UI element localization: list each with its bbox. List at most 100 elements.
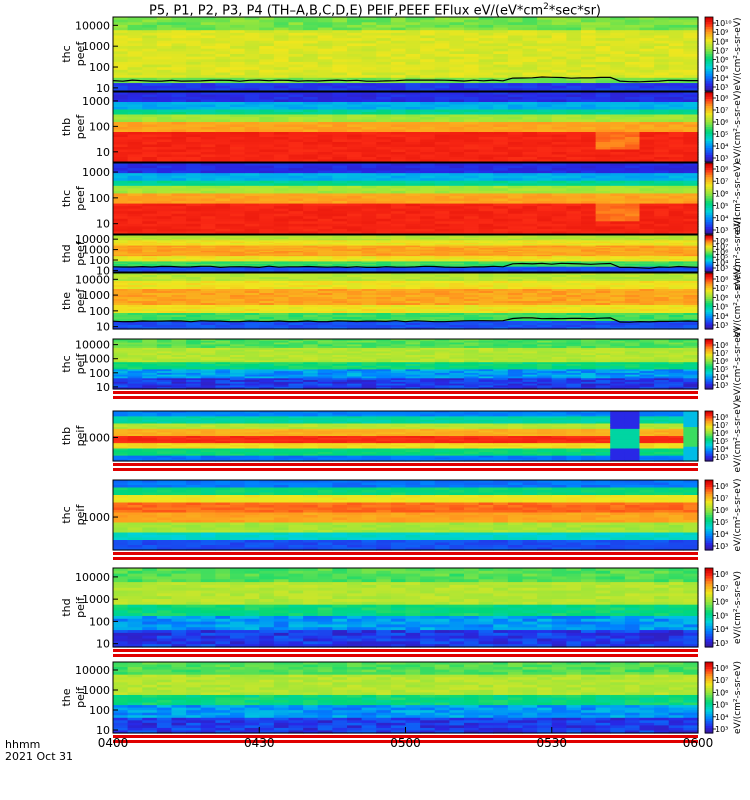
heatmap-cell xyxy=(683,77,699,82)
heatmap-cell xyxy=(288,249,304,252)
heatmap-cell xyxy=(230,22,246,26)
heatmap-cell xyxy=(639,114,655,118)
heatmap-cell xyxy=(434,178,450,182)
heatmap-cell xyxy=(449,238,465,241)
heatmap-cell xyxy=(683,117,699,121)
heatmap-cell xyxy=(376,149,392,153)
heatmap-cell xyxy=(215,17,231,21)
heatmap-cell xyxy=(273,268,290,270)
heatmap-cell xyxy=(376,237,392,240)
heatmap-cell xyxy=(683,256,699,259)
heatmap-cell xyxy=(566,99,582,103)
heatmap-cell xyxy=(361,246,377,249)
heatmap-cell xyxy=(551,159,567,163)
heatmap-cell xyxy=(113,327,129,330)
heatmap-cell xyxy=(551,127,567,131)
heatmap-cell xyxy=(507,256,524,259)
heatmap-cell xyxy=(478,238,494,241)
heatmap-cell xyxy=(390,61,407,66)
heatmap-cell xyxy=(156,80,173,84)
heatmap-cell xyxy=(639,122,655,126)
heatmap-cell xyxy=(171,250,187,253)
heatmap-cell xyxy=(127,236,143,239)
heatmap-cell xyxy=(113,321,129,324)
heatmap-cell xyxy=(215,297,231,300)
heatmap-cell xyxy=(668,19,684,23)
heatmap-cell xyxy=(186,299,202,302)
heatmap-cell xyxy=(478,51,494,55)
heatmap-cell xyxy=(347,188,363,192)
heatmap-cell xyxy=(142,291,158,294)
heatmap-cell xyxy=(654,221,670,225)
heatmap-cell xyxy=(171,198,187,202)
heatmap-cell xyxy=(654,72,670,76)
heatmap-cell xyxy=(347,117,363,121)
heatmap-cell xyxy=(361,88,377,92)
heatmap-cell xyxy=(434,88,450,92)
heatmap-cell xyxy=(376,109,392,113)
heatmap-cell xyxy=(405,114,421,118)
heatmap-cell xyxy=(478,260,494,263)
heatmap-cell xyxy=(493,206,509,210)
heatmap-cell xyxy=(171,226,187,230)
heatmap-cell xyxy=(317,250,333,253)
heatmap-cell xyxy=(200,305,216,308)
heatmap-cell xyxy=(420,94,436,98)
heatmap-cell xyxy=(493,258,509,261)
heatmap-cell xyxy=(332,54,348,58)
heatmap-cell xyxy=(390,157,407,161)
heatmap-cell xyxy=(113,281,129,284)
heatmap-cell xyxy=(493,43,509,47)
heatmap-cell xyxy=(668,250,684,253)
heatmap-cell xyxy=(493,201,509,205)
heatmap-cell xyxy=(434,112,450,116)
heatmap-cell xyxy=(171,99,187,103)
heatmap-cell xyxy=(317,132,333,136)
heatmap-cell xyxy=(639,43,655,47)
heatmap-cell xyxy=(127,32,143,37)
heatmap-cell xyxy=(361,117,377,121)
heatmap-cell xyxy=(215,309,231,312)
heatmap-cell xyxy=(200,325,216,328)
plot-title-main: P5, P1, P2, P3, P4 (TH–A,B,C,D,E) PEIF,P… xyxy=(148,3,544,19)
heatmap-cell xyxy=(303,137,319,141)
heatmap-cell xyxy=(668,252,684,255)
heatmap-cell xyxy=(200,48,216,52)
heatmap-cell xyxy=(522,54,538,58)
heatmap-cell xyxy=(624,223,641,227)
heatmap-cell xyxy=(113,24,129,29)
heatmap-cell xyxy=(668,137,684,141)
heatmap-cell xyxy=(420,223,436,227)
heatmap-cell xyxy=(522,269,538,272)
heatmap-cell xyxy=(449,235,465,237)
heatmap-cell xyxy=(317,261,333,264)
colorbar-segment xyxy=(705,46,713,50)
heatmap-cell xyxy=(537,88,553,92)
heatmap-cell xyxy=(259,19,275,23)
colorbar-segment xyxy=(705,252,713,255)
heatmap-cell xyxy=(449,67,465,71)
heatmap-cell xyxy=(493,83,509,87)
heatmap-cell xyxy=(654,245,670,248)
heatmap-cell xyxy=(668,208,684,212)
heatmap-cell xyxy=(288,216,304,220)
heatmap-cell xyxy=(537,265,553,268)
heatmap-cell xyxy=(259,175,275,179)
heatmap-cell xyxy=(273,154,290,158)
heatmap-cell xyxy=(566,124,582,128)
heatmap-cell xyxy=(449,163,465,167)
heatmap-cell xyxy=(449,258,465,261)
heatmap-cell xyxy=(610,152,626,156)
heatmap-cell xyxy=(683,262,699,265)
heatmap-cell xyxy=(171,303,187,306)
heatmap-cell xyxy=(464,236,480,239)
heatmap-cell xyxy=(420,226,436,230)
heatmap-cell xyxy=(142,257,158,260)
heatmap-cell xyxy=(288,85,304,89)
heatmap-cell xyxy=(113,59,129,63)
heatmap-cell xyxy=(200,242,216,245)
heatmap-cell xyxy=(142,185,158,189)
heatmap-cell xyxy=(171,287,187,290)
heatmap-cell xyxy=(347,159,363,163)
heatmap-cell xyxy=(405,77,421,82)
